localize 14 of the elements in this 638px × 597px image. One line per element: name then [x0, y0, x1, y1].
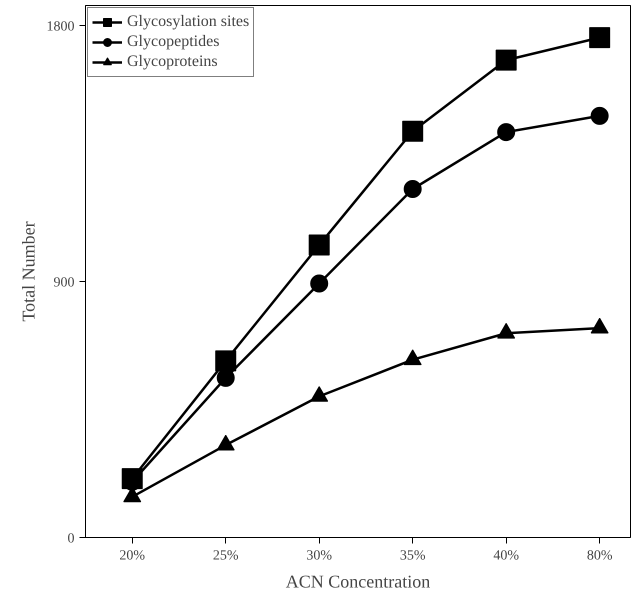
y-axis-title: Total Number: [18, 221, 38, 322]
y-tick-label: 0: [68, 532, 74, 546]
legend-label: Glycosylation sites: [127, 13, 250, 31]
x-tick-label: 25%: [212, 548, 239, 564]
y-tick-label: 1800: [46, 19, 74, 34]
x-tick-label: 20%: [119, 548, 146, 564]
legend-label: Glycoproteins: [127, 53, 218, 71]
legend-label: Glycopeptides: [127, 33, 220, 51]
x-tick-label: 80%: [586, 548, 613, 564]
x-tick-label: 35%: [400, 548, 426, 564]
x-tick-label: 40%: [493, 548, 520, 564]
x-axis-title: ACN Concentration: [286, 572, 430, 592]
x-tick-label: 30%: [306, 548, 332, 564]
y-tick-label: 900: [54, 275, 74, 290]
